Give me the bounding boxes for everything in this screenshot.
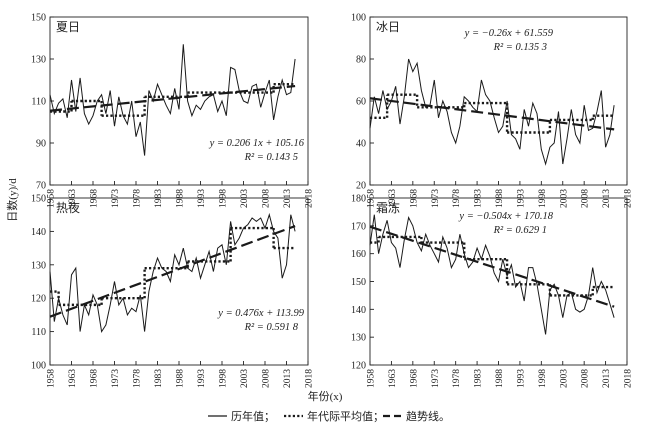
legend-decadal-label: 年代际平均值； — [307, 409, 384, 423]
x-tick-label: 1978 — [452, 369, 462, 388]
y-tick-label: 90 — [36, 139, 46, 150]
y-tick-label: 150 — [31, 194, 46, 205]
y-tick-label: 100 — [31, 361, 46, 372]
x-tick-label: 1963 — [68, 369, 78, 388]
y-tick-label: 100 — [351, 13, 366, 24]
y-tick-label: 150 — [351, 277, 366, 288]
panels-group: 70 90 110 130 150 1958 1963 1968 1973 1978 1983 198… — [31, 13, 634, 389]
y-tick-label: 110 — [31, 97, 46, 108]
x-tick-label: 1958 — [47, 369, 57, 388]
r-squared-label: R² = 0.629 1 — [493, 225, 547, 236]
y-tick-label: 80 — [356, 55, 366, 66]
x-tick-label: 2018 — [305, 369, 315, 388]
r-squared-label: R² = 0.143 5 — [244, 152, 298, 163]
x-tick-label: 1998 — [538, 369, 548, 388]
x-tick-label: 1968 — [90, 369, 100, 388]
legend: 历年值； 年代际平均值； 趋势线。 — [208, 409, 450, 423]
trend-line — [369, 225, 615, 308]
x-tick-label: 1983 — [154, 369, 164, 388]
trend-line — [49, 84, 296, 112]
y-tick-label: 130 — [31, 260, 46, 271]
x-tick-label: 2008 — [581, 369, 591, 388]
x-tick-label: 1973 — [431, 369, 441, 388]
observed-series-line — [369, 214, 615, 335]
x-tick-label: 1993 — [197, 369, 207, 388]
x-tick-label: 2008 — [262, 369, 272, 388]
x-axis-label: 年份(x) — [308, 389, 343, 403]
x-tick-label: 1978 — [133, 369, 143, 388]
x-tick-label: 1993 — [516, 369, 526, 388]
y-tick-label: 120 — [31, 294, 46, 305]
regression-equation: y = −0.504x + 170.18 — [458, 211, 553, 222]
panel-title: 热夜 — [56, 200, 80, 215]
observed-series-line — [369, 58, 615, 166]
panel-frame — [49, 197, 309, 366]
y-tick-label: 150 — [31, 13, 46, 24]
y-tick-label: 170 — [351, 221, 366, 232]
legend-trend-label: 趋势线。 — [406, 409, 450, 423]
r-squared-label: R² = 0.135 3 — [493, 42, 547, 53]
x-tick-label: 1998 — [219, 369, 229, 388]
x-tick-label: 1973 — [111, 369, 121, 388]
x-tick-label: 2013 — [283, 369, 293, 388]
regression-equation: y = 0.476x + 113.99 — [217, 308, 304, 319]
y-tick-label: 20 — [356, 181, 366, 192]
y-tick-label: 110 — [31, 327, 46, 338]
x-tick-label: 2018 — [624, 369, 634, 388]
x-tick-label: 1968 — [409, 369, 419, 388]
panel-title: 霜冻 — [376, 200, 400, 215]
panel-3: 100 110 120 130 140 150 1958 1963 1968 1973 1978 19… — [31, 194, 315, 389]
trend-line — [49, 225, 296, 318]
legend-observed-label: 历年值； — [231, 409, 275, 423]
regression-equation: y = 0.206 1x + 105.16 — [209, 138, 305, 149]
panel-title: 夏日 — [56, 20, 80, 34]
x-tick-label: 1958 — [367, 369, 377, 388]
observed-series-line — [49, 44, 296, 156]
y-axis-label: 日数(y)/d — [6, 178, 19, 222]
trend-line — [369, 97, 615, 131]
x-tick-label: 2003 — [240, 369, 250, 388]
x-tick-label: 2018 — [624, 189, 634, 208]
x-tick-label: 1988 — [495, 369, 505, 388]
x-tick-label: 2013 — [602, 369, 612, 388]
y-tick-label: 40 — [356, 139, 366, 150]
y-tick-label: 160 — [351, 249, 366, 260]
y-tick-label: 120 — [351, 361, 366, 372]
x-tick-label: 1963 — [388, 369, 398, 388]
panel-title: 冰日 — [376, 20, 400, 34]
regression-equation: y = −0.26x + 61.559 — [464, 28, 554, 39]
x-tick-label: 1988 — [176, 369, 186, 388]
y-tick-label: 60 — [356, 97, 366, 108]
y-tick-label: 140 — [31, 227, 46, 238]
x-tick-label: 2018 — [305, 189, 315, 208]
y-tick-label: 130 — [31, 55, 46, 66]
y-tick-label: 140 — [351, 305, 366, 316]
y-tick-label: 180 — [351, 194, 366, 205]
panel-4: 120 130 140 150 160 170 180 1958 1963 1968 1973 197… — [351, 194, 634, 389]
x-tick-label: 1983 — [474, 369, 484, 388]
x-tick-label: 2003 — [559, 369, 569, 388]
y-tick-label: 70 — [36, 181, 46, 192]
y-tick-label: 130 — [351, 333, 366, 344]
r-squared-label: R² = 0.591 8 — [244, 322, 299, 333]
